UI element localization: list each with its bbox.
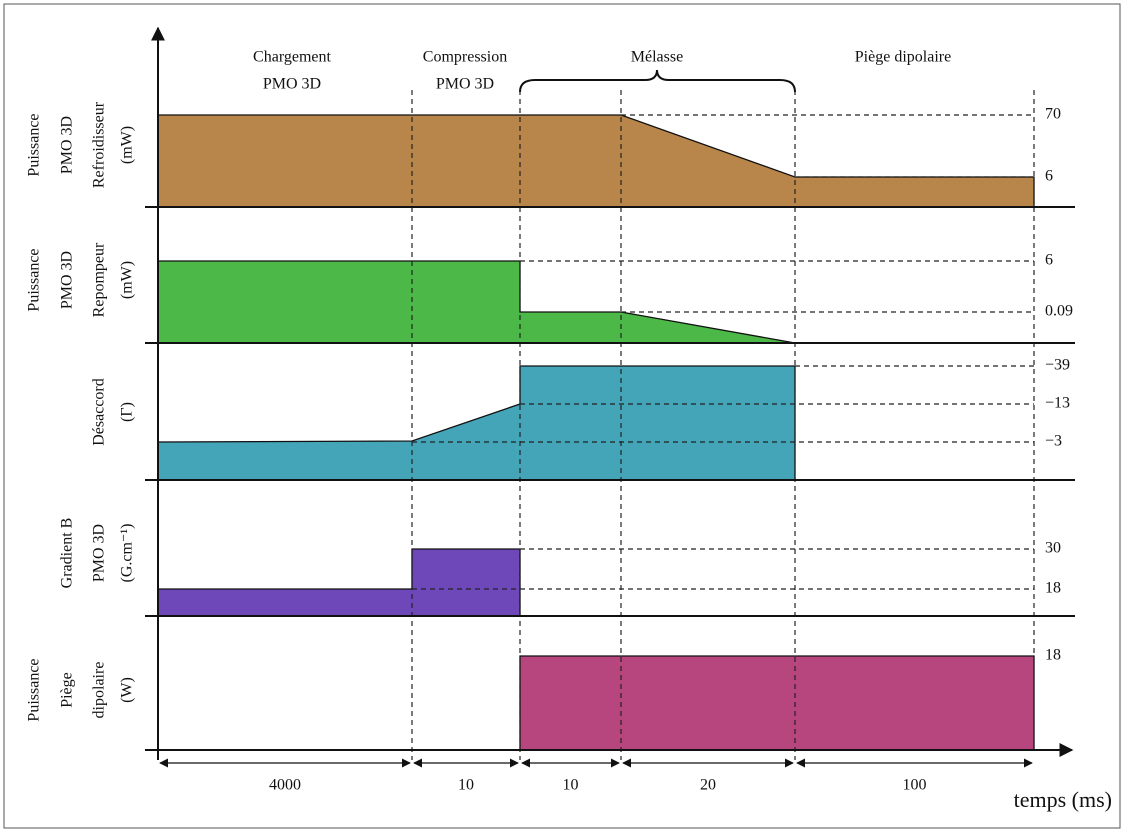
row-label: (mW)	[119, 126, 136, 164]
duration-label: 4000	[269, 777, 301, 794]
row-label: dipolaire	[91, 662, 108, 719]
level-label: −13	[1045, 395, 1070, 412]
phase-label: PMO 3D	[436, 76, 494, 93]
level-label: −3	[1045, 433, 1062, 450]
row-label: Puissance	[26, 658, 43, 721]
level-label: 30	[1045, 540, 1061, 557]
row-label: PMO 3D	[59, 116, 76, 174]
guides	[411, 90, 1035, 760]
dipole-power	[519, 655, 1035, 751]
duration-label: 20	[700, 777, 716, 794]
row-label: (G.cm⁻¹)	[119, 524, 136, 583]
brace	[519, 69, 796, 93]
row-label: Repompeur	[91, 242, 108, 317]
phase-label: Piège dipolaire	[855, 49, 951, 66]
row-label: Piège	[59, 672, 76, 708]
phase-label: PMO 3D	[263, 76, 321, 93]
row-label: Puissance	[26, 113, 43, 176]
duration-label: 100	[903, 777, 927, 794]
level-label: 6	[1045, 168, 1053, 185]
level-label: 70	[1045, 106, 1061, 123]
level-label: 6	[1045, 252, 1053, 269]
level-label: 18	[1045, 647, 1061, 664]
row-label: PMO 3D	[91, 524, 108, 582]
phase-label: Mélasse	[631, 49, 683, 66]
row-label: (Γ)	[119, 402, 136, 422]
row-label: Désaccord	[91, 378, 108, 446]
level-label: 18	[1045, 580, 1061, 597]
row-label: Gradient B	[59, 518, 76, 589]
row-label: Refroidisseur	[91, 101, 108, 188]
row-label: PMO 3D	[59, 251, 76, 309]
row-label: Puissance	[26, 248, 43, 311]
level-label: 0.09	[1045, 303, 1073, 320]
row-separators	[145, 206, 1075, 617]
row-label: (mW)	[119, 261, 136, 299]
axis-label: temps (ms)	[1014, 787, 1112, 812]
level-label: −39	[1045, 357, 1070, 374]
duration-label: 10	[563, 777, 579, 794]
phase-label: Compression	[423, 49, 507, 66]
duration-label: 10	[458, 777, 474, 794]
phase-label: Chargement	[253, 49, 331, 66]
row-label: (W)	[119, 677, 136, 703]
